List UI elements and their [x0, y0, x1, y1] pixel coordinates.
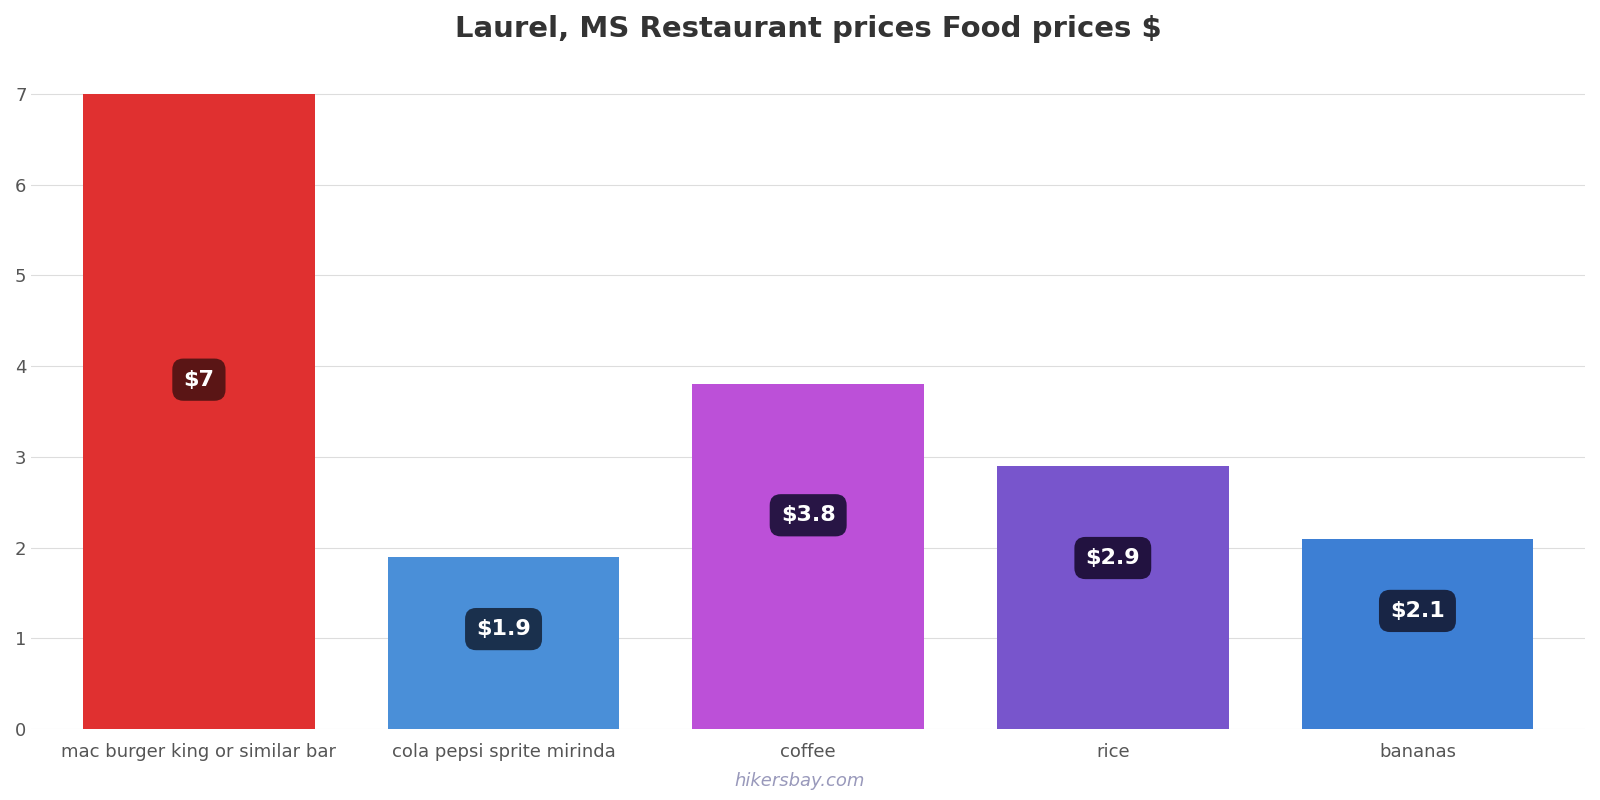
- Bar: [83, 94, 315, 729]
- Bar: [693, 384, 923, 729]
- Text: $2.1: $2.1: [1390, 601, 1445, 621]
- Bar: [997, 466, 1229, 729]
- Text: $7: $7: [184, 370, 214, 390]
- Text: $3.8: $3.8: [781, 506, 835, 526]
- Bar: [387, 557, 619, 729]
- Text: hikersbay.com: hikersbay.com: [734, 771, 866, 790]
- Bar: [1302, 538, 1533, 729]
- Text: $2.9: $2.9: [1085, 548, 1141, 568]
- Title: Laurel, MS Restaurant prices Food prices $: Laurel, MS Restaurant prices Food prices…: [454, 15, 1162, 43]
- Text: $1.9: $1.9: [477, 619, 531, 639]
